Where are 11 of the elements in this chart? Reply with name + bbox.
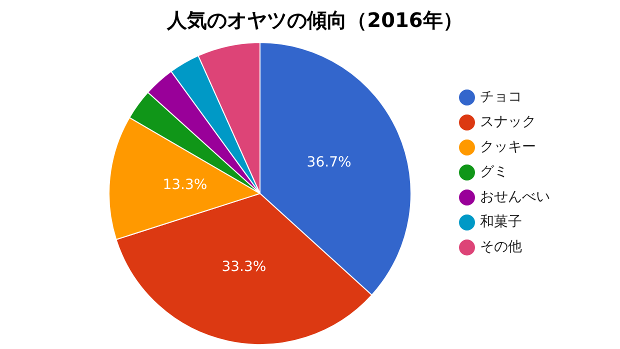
- legend-label: クッキー: [480, 139, 536, 156]
- legend-label: チョコ: [480, 89, 522, 106]
- chart-title: 人気のオヤツの傾向（2016年）: [166, 8, 463, 32]
- legend-label: その他: [480, 239, 522, 256]
- data-label: 36.7%: [306, 154, 352, 171]
- legend-label: 和菓子: [480, 214, 522, 230]
- data-label: 33.3%: [222, 258, 266, 275]
- legend-label: スナック: [480, 114, 536, 130]
- legend-label: グミ: [480, 164, 508, 180]
- data-label: 13.3%: [162, 176, 208, 193]
- legend-label: おせんべい: [480, 189, 550, 206]
